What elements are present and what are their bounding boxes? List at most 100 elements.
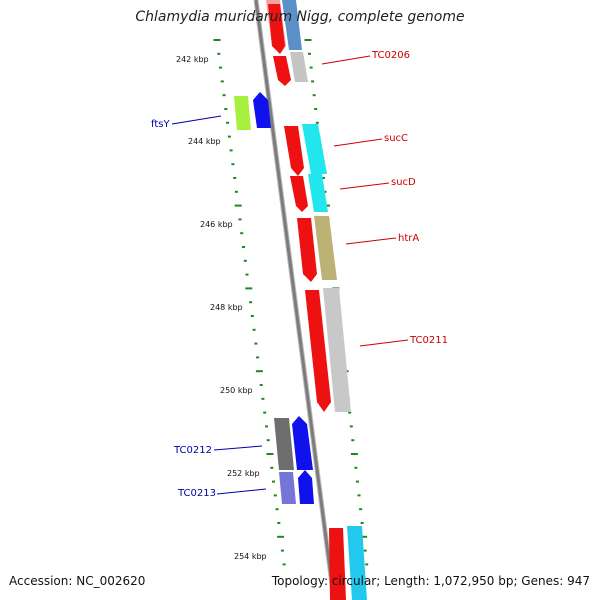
inner-tick-mark (277, 522, 281, 524)
outer-tick-mark (308, 52, 311, 55)
kbp-label: 248 kbp (210, 303, 243, 312)
gene-label-tc0213: TC0213 (177, 488, 216, 499)
gene-arrow-red (329, 528, 346, 600)
forward-strand-genes (266, 0, 346, 600)
inner-tick-mark (256, 356, 260, 359)
outer-tick-mark (363, 549, 367, 552)
gene-label-tc0211: TC0211 (409, 335, 448, 346)
kbp-label: 250 kbp (220, 386, 253, 395)
inner-tick-mark (280, 549, 284, 552)
outer-tick-mark (348, 411, 352, 414)
inner-tick-mark (245, 273, 249, 276)
track-block-blue (282, 0, 302, 50)
gene-label-ftsy: ftsY (151, 119, 170, 130)
outer-tick-mark (322, 177, 325, 179)
inner-tick-mark (261, 397, 265, 400)
map-title: Chlamydia muridarum Nigg, complete genom… (135, 9, 465, 25)
kbp-label: 252 kbp (227, 469, 260, 478)
inner-tick-mark (270, 466, 274, 469)
outer-tick-mark (349, 425, 353, 428)
gene-arrow-red (290, 176, 308, 212)
gene-arrow-blue (292, 416, 313, 470)
outer-tick-mark (351, 439, 355, 442)
kbp-label: 244 kbp (188, 137, 221, 146)
inner-tick-mark (272, 480, 275, 483)
inner-tick-mark (263, 411, 267, 414)
gene-label-succ: sucC (384, 133, 408, 144)
outer-tick-mark (354, 466, 358, 469)
outer-tick-mark (323, 190, 327, 193)
track-block-cyan (302, 124, 327, 174)
inner-tick-mark (226, 121, 230, 124)
inner-tick-mark (243, 259, 247, 262)
inner-tick-mark (259, 384, 263, 386)
track-block-cyan (347, 526, 367, 600)
outer-tick-mark (314, 108, 318, 110)
inner-tick-mark (227, 135, 231, 138)
inner-tick-mark (224, 108, 228, 110)
kbp-label: 242 kbp (176, 55, 209, 64)
inner-tick-mark (265, 425, 268, 428)
outer-tick-mark (357, 494, 361, 497)
genome-backbone (253, 0, 337, 600)
outer-tick-mark (350, 453, 358, 455)
track-block-gray (290, 52, 308, 82)
inner-tick-mark (249, 301, 253, 304)
inner-tick-mark (242, 246, 245, 248)
inner-tick-mark (275, 508, 279, 511)
inner-tick-mark (222, 94, 226, 97)
track-block-gray (323, 288, 351, 412)
genome-summary-text: Topology: circular; Length: 1,072,950 bp… (271, 574, 590, 588)
inner-tick-mark (238, 218, 242, 221)
gene-arrow-red (305, 290, 331, 412)
gene-arrow-red (297, 218, 317, 282)
gene-labels: TC0206 ftsY sucC sucD htrA TC0211 TC0212… (151, 50, 448, 499)
track-block-olive (314, 216, 337, 280)
outer-tick-mark (360, 535, 368, 538)
inner-tick-mark (231, 163, 235, 166)
outer-tick-mark (360, 522, 364, 524)
kbp-label: 246 kbp (200, 220, 233, 229)
inner-tick-mark (220, 80, 224, 83)
track-block-slate (279, 472, 296, 504)
inner-tick-mark (234, 190, 238, 193)
outer-tick-mark (309, 66, 313, 69)
reverse-strand-genes (234, 92, 314, 504)
outer-tick-mark (356, 480, 359, 483)
gene-arrow-red (268, 4, 285, 54)
inner-tick-mark (266, 453, 274, 455)
inner-tick-mark (213, 39, 221, 41)
inner-tick-mark (217, 52, 221, 55)
gene-arrow-red (273, 56, 291, 86)
inner-tick-mark (255, 370, 263, 373)
gene-arrow-blue (298, 470, 314, 504)
inner-tick-mark (250, 315, 254, 317)
track-block-cyan (308, 174, 328, 212)
outer-tick-mark (304, 39, 312, 41)
outer-tick-mark (315, 121, 319, 124)
outer-tick-mark (365, 563, 369, 566)
inner-tick-mark (252, 328, 256, 331)
outer-tick-mark (311, 80, 315, 83)
inner-tick-mark (254, 342, 258, 345)
inner-tick-mark (273, 494, 277, 497)
gene-label-tc0212: TC0212 (173, 445, 212, 456)
secondary-track (282, 0, 367, 600)
inner-tick-mark (233, 177, 237, 179)
track-block-lime (234, 96, 251, 130)
inner-tick-mark (277, 535, 285, 538)
inner-tick-mark (219, 66, 222, 69)
inner-tick-mark (234, 204, 242, 207)
track-block-darkgray (274, 418, 294, 470)
accession-text: Accession: NC_002620 (9, 574, 146, 588)
gene-arrow-red (284, 126, 304, 176)
gene-label-htra: htrA (398, 233, 419, 244)
inner-tick-mark (282, 563, 286, 566)
inner-tick-mark (240, 232, 244, 235)
kbp-label: 254 kbp (234, 552, 267, 561)
outer-tick-mark (359, 508, 363, 511)
inner-tick-mark (266, 439, 270, 442)
gene-arrow-blue (253, 92, 271, 128)
inner-tick-mark (229, 149, 233, 152)
